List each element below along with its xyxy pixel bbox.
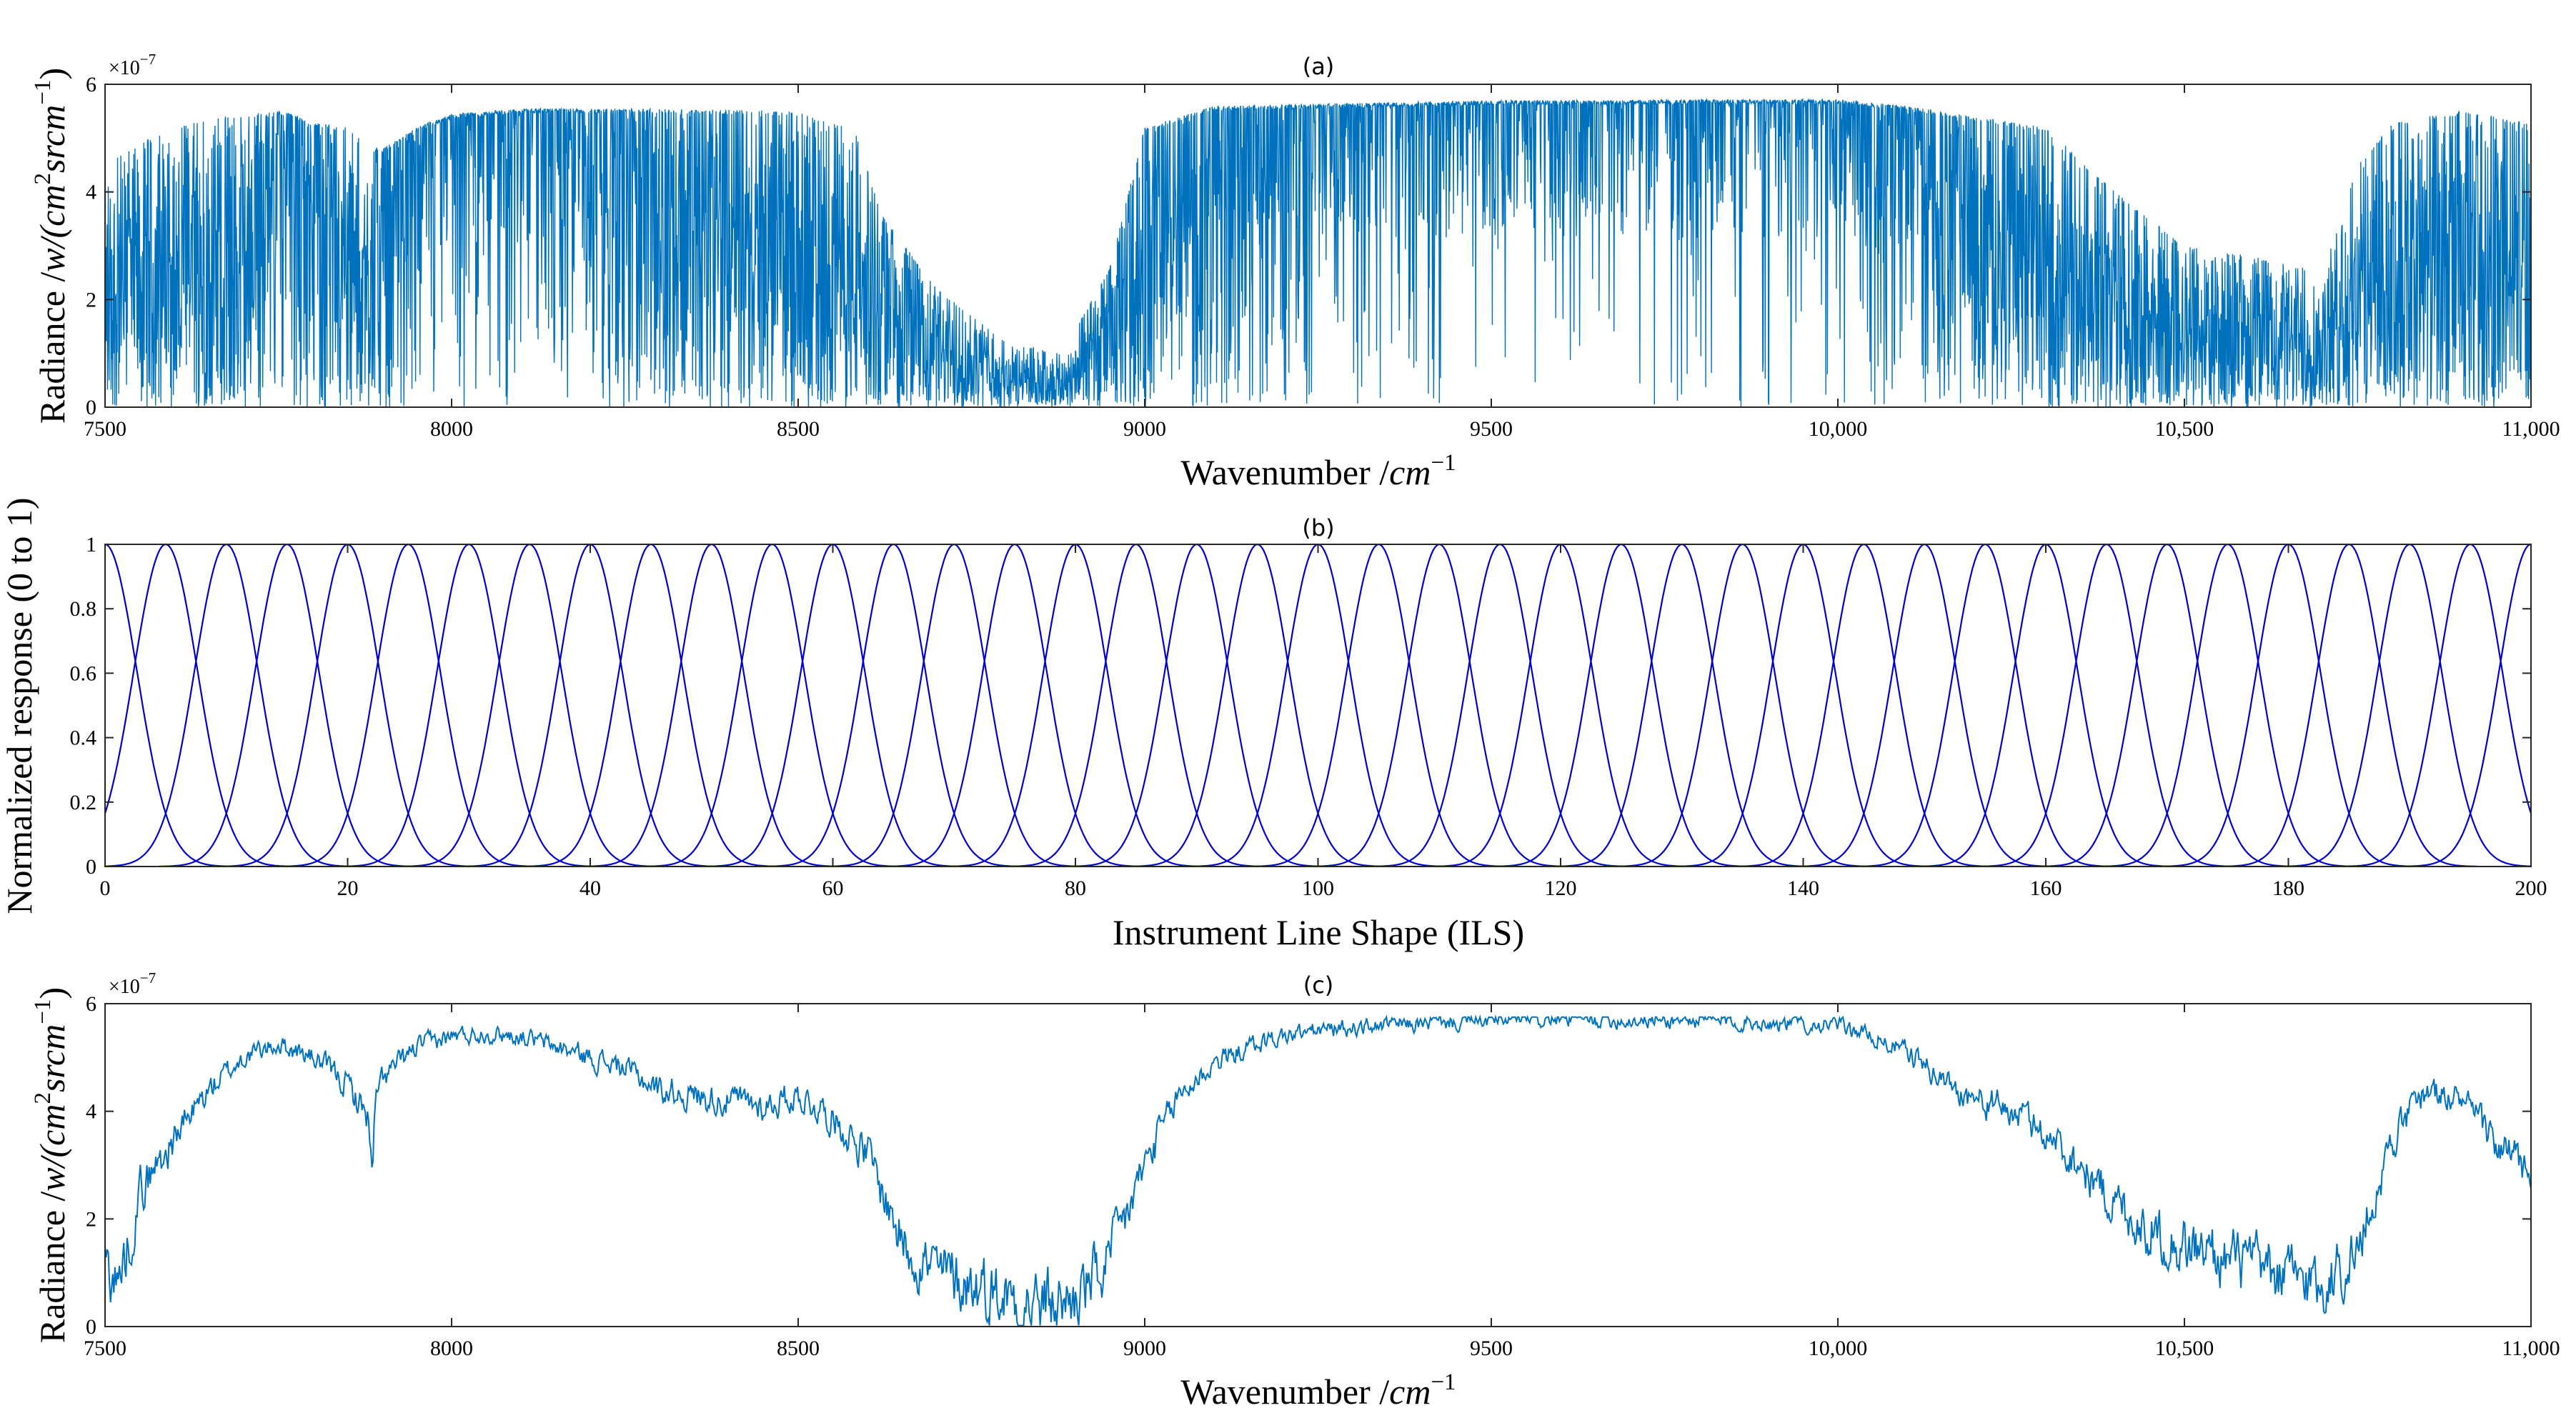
panel-a-x-tick-label: 9500 [1470,417,1513,441]
panel-c-x-tick-label: 10,000 [1809,1337,1868,1360]
panel-a-y-tick-label: 4 [86,181,96,204]
panel-b-y-tick-label: 0 [86,855,96,879]
panel-c-axes-box [104,1003,2532,1327]
panel-c-spectrum [104,1014,2532,1327]
panel-a-x-tick-label: 11,000 [2502,417,2560,441]
panel-b: (b) 0 20 40 60 80 100 120 140 160 180 200 00.20.40… [0,497,2547,952]
panel-c-y-tick-label: 2 [86,1207,96,1231]
ils-curve [2282,544,2532,867]
panel-c-x-tick-label: 9000 [1123,1337,1166,1360]
panel-c-y-tick-label: 6 [86,992,96,1016]
panel-b-y-tick-label: 0.2 [70,791,97,814]
panel-a-x-tick-label: 9000 [1123,417,1166,441]
panel-c-y-tick-label: 0 [86,1315,96,1339]
panel-a-series-line [104,97,2532,408]
panel-b-x-tick-label: 0 [100,877,111,900]
panel-b-x-ticks: 0 20 40 60 80 100 120 140 160 180 200 [100,544,2547,900]
panel-b-x-tick-label: 160 [2030,877,2062,900]
panel-c-y-ticks: 0 2 4 6 [86,992,2531,1339]
panel-b-x-tick-label: 20 [337,877,359,900]
panel-a-y-exponent: ×10−7 [109,51,156,79]
ils-curve [2342,543,2532,867]
panel-a-title: (a) [1303,53,1335,80]
panel-b-x-tick-label: 200 [2515,877,2547,900]
panel-b-y-tick-label: 0.6 [70,661,97,685]
panel-a-x-tick-label: 10,000 [1809,417,1868,441]
panel-b-y-tick-label: 1 [86,533,96,556]
panel-b-x-tick-label: 40 [580,877,601,900]
panel-c-x-tick-label: 9500 [1470,1337,1513,1360]
panel-c-x-tick-label: 10,500 [2155,1337,2214,1360]
panel-c-x-tick-label: 11,000 [2502,1337,2560,1360]
ils-curve [104,543,233,867]
panel-c-x-tick-label: 7500 [84,1337,126,1360]
panel-c-series-line [104,1014,2532,1327]
panel-a-x-axis-label: Wavenumber /cm−1 [1180,450,1456,492]
panel-b-title: (b) [1302,514,1334,541]
panel-a-y-tick-label: 2 [86,288,96,311]
panel-b-y-ticks: 0 0.2 0.4 0.6 0.8 1 [70,533,2531,879]
panel-b-y-axis-label: Normalized response (0 to 1) [0,497,39,914]
panel-a-y-axis-label: Radiance /w/(cm2srcm−1) [30,68,72,424]
panel-b-x-tick-label: 180 [2272,877,2304,900]
panel-c: (c) 7500 8000 8500 9000 9500 10,000 10,500 11,0… [30,969,2560,1412]
panel-c-x-ticks: 7500 8000 8500 9000 9500 10,000 10,500 11,000 [84,1004,2560,1360]
panel-b-x-tick-label: 140 [1787,877,1819,900]
panel-a-axes-box [104,84,2532,408]
panel-a-y-tick-label: 0 [86,396,96,419]
panel-a-spectrum [104,97,2532,408]
panel-c-x-tick-label: 8500 [777,1337,820,1360]
ils-curve [104,543,294,867]
panel-c-x-axis-label: Wavenumber /cm−1 [1180,1369,1456,1412]
panel-b-x-tick-label: 60 [822,877,844,900]
panel-a-y-ticks: 0 2 4 6 [86,73,2531,419]
panel-b-y-tick-label: 0.4 [70,727,97,750]
ils-curve [2403,543,2532,867]
panel-b-x-tick-label: 80 [1065,877,1086,900]
panel-c-y-exponent: ×10−7 [109,969,156,998]
panel-a-x-tick-label: 8000 [430,417,473,441]
panel-a-x-tick-label: 7500 [84,417,126,441]
panel-a-x-tick-label: 10,500 [2155,417,2214,441]
panel-a-x-tick-label: 8500 [777,417,820,441]
panel-a-y-tick-label: 6 [86,73,96,96]
panel-b-x-axis-label: Instrument Line Shape (ILS) [1113,912,1524,952]
panel-a-x-ticks: 7500 8000 8500 9000 9500 10,000 10,500 11,000 [84,84,2560,441]
panel-c-x-tick-label: 8000 [430,1337,473,1360]
panel-b-x-tick-label: 100 [1302,877,1334,900]
panel-c-title: (c) [1303,972,1334,999]
ils-curve [104,544,354,867]
panel-b-x-tick-label: 120 [1545,877,1577,900]
panel-c-y-tick-label: 4 [86,1100,96,1124]
panel-c-y-axis-label: Radiance /w/(cm2srcm−1) [30,987,72,1343]
panel-b-y-tick-label: 0.8 [70,597,97,621]
panel-a: (a) 7500 8000 8500 9000 9500 10,000 10,500 11,0… [30,51,2560,492]
